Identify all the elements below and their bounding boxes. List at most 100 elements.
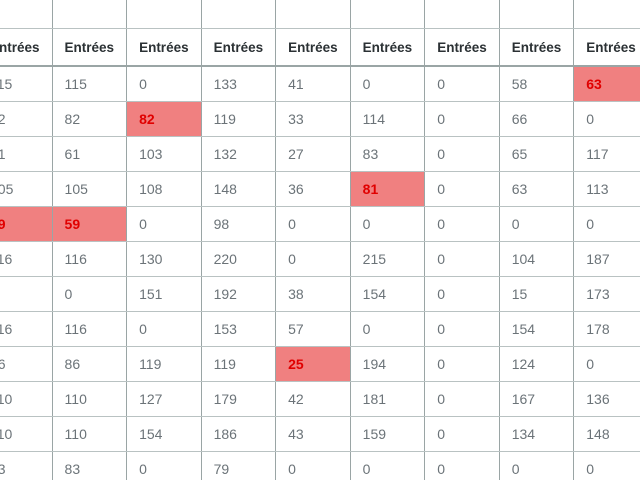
table-cell[interactable]: 114	[350, 101, 426, 137]
table-cell[interactable]: 116	[0, 241, 53, 277]
table-row[interactable]: 105105108148368106311327	[0, 171, 640, 207]
table-cell[interactable]: 192	[201, 276, 277, 312]
column-header-9[interactable]: Entrées	[573, 28, 640, 67]
table-cell[interactable]: 215	[350, 241, 426, 277]
table-cell[interactable]: 159	[350, 416, 426, 452]
table-cell-highlighted[interactable]: 82	[126, 101, 202, 137]
table-cell[interactable]: 0	[499, 206, 575, 242]
table-row[interactable]: 11511501334100586323	[0, 66, 640, 102]
table-cell[interactable]: 0	[424, 136, 500, 172]
table-cell[interactable]: 132	[201, 136, 277, 172]
table-row[interactable]: 5959098000002	[0, 206, 640, 242]
table-cell[interactable]: 154	[499, 311, 575, 347]
table-cell[interactable]: 104	[499, 241, 575, 277]
table-row[interactable]: 8686119119251940124043	[0, 346, 640, 382]
table-cell[interactable]: 58	[499, 66, 575, 102]
table-cell-highlighted[interactable]: 25	[275, 346, 351, 382]
column-header-7[interactable]: Entrées	[424, 28, 500, 67]
table-cell[interactable]: 105	[52, 171, 128, 207]
table-cell[interactable]: 63	[499, 171, 575, 207]
table-cell[interactable]: 0	[424, 451, 500, 480]
table-cell[interactable]: 0	[424, 206, 500, 242]
table-cell[interactable]: 65	[499, 136, 575, 172]
table-cell[interactable]: 0	[424, 346, 500, 382]
table-cell[interactable]: 154	[126, 416, 202, 452]
table-cell[interactable]: 179	[201, 381, 277, 417]
table-cell[interactable]: 0	[573, 451, 640, 480]
table-row[interactable]: 6161103132278306511720	[0, 136, 640, 172]
table-cell[interactable]: 110	[0, 416, 53, 452]
table-cell[interactable]: 0	[424, 416, 500, 452]
table-cell[interactable]: 113	[573, 171, 640, 207]
table-cell[interactable]: 116	[0, 311, 53, 347]
table-cell[interactable]: 98	[201, 206, 277, 242]
column-header-1[interactable]: Entrées	[0, 28, 53, 67]
table-cell[interactable]: 83	[350, 136, 426, 172]
table-row[interactable]: 82828211933114066025	[0, 101, 640, 137]
table-cell[interactable]: 0	[275, 206, 351, 242]
table-cell[interactable]: 119	[201, 346, 277, 382]
table-cell[interactable]: 103	[126, 136, 202, 172]
column-header-6[interactable]: Entrées	[350, 28, 426, 67]
table-cell[interactable]: 41	[275, 66, 351, 102]
table-row[interactable]: 11011015418643159013414829	[0, 416, 640, 452]
table-cell[interactable]: 186	[201, 416, 277, 452]
table-cell[interactable]: 0	[126, 451, 202, 480]
table-cell[interactable]: 0	[424, 66, 500, 102]
table-cell[interactable]: 0	[573, 101, 640, 137]
table-cell[interactable]: 82	[0, 101, 53, 137]
table-cell[interactable]: 116	[52, 311, 128, 347]
table-cell[interactable]: 0	[0, 276, 53, 312]
table-cell[interactable]: 115	[52, 66, 128, 102]
table-cell[interactable]: 0	[350, 206, 426, 242]
table-cell[interactable]: 0	[424, 311, 500, 347]
table-cell[interactable]: 0	[126, 206, 202, 242]
table-cell[interactable]: 154	[350, 276, 426, 312]
table-cell-highlighted[interactable]: 81	[350, 171, 426, 207]
table-cell[interactable]: 38	[275, 276, 351, 312]
table-row[interactable]: 116116130220021501041870	[0, 241, 640, 277]
table-cell[interactable]: 0	[350, 451, 426, 480]
table-cell[interactable]: 148	[201, 171, 277, 207]
table-cell[interactable]: 15	[499, 276, 575, 312]
column-header-4[interactable]: Entrées	[201, 28, 277, 67]
table-cell[interactable]: 0	[424, 171, 500, 207]
table-row[interactable]: 001511923815401517337	[0, 276, 640, 312]
column-header-3[interactable]: Entrées	[126, 28, 202, 67]
table-cell[interactable]: 61	[0, 136, 53, 172]
table-cell[interactable]: 194	[350, 346, 426, 382]
table-cell[interactable]: 0	[499, 451, 575, 480]
table-cell-highlighted[interactable]: 59	[52, 206, 128, 242]
table-cell[interactable]: 105	[0, 171, 53, 207]
table-cell[interactable]: 83	[0, 451, 53, 480]
table-cell[interactable]: 0	[350, 311, 426, 347]
table-cell[interactable]: 0	[424, 101, 500, 137]
table-cell-highlighted[interactable]: 59	[0, 206, 53, 242]
table-cell[interactable]: 0	[573, 206, 640, 242]
table-cell[interactable]: 0	[424, 241, 500, 277]
table-cell[interactable]: 108	[126, 171, 202, 207]
table-cell[interactable]: 82	[52, 101, 128, 137]
table-cell[interactable]: 61	[52, 136, 128, 172]
table-cell[interactable]: 116	[52, 241, 128, 277]
table-cell[interactable]: 115	[0, 66, 53, 102]
table-cell[interactable]: 134	[499, 416, 575, 452]
table-cell[interactable]: 119	[126, 346, 202, 382]
table-cell[interactable]: 151	[126, 276, 202, 312]
table-row[interactable]: 1161160153570015417838	[0, 311, 640, 347]
table-cell[interactable]: 57	[275, 311, 351, 347]
table-cell[interactable]: 86	[52, 346, 128, 382]
table-cell[interactable]: 110	[0, 381, 53, 417]
table-cell[interactable]: 0	[126, 311, 202, 347]
table-row[interactable]: 11011012717942181016713619	[0, 381, 640, 417]
table-cell[interactable]: 86	[0, 346, 53, 382]
table-cell[interactable]: 0	[424, 381, 500, 417]
table-cell-highlighted[interactable]: 63	[573, 66, 640, 102]
table-cell[interactable]: 173	[573, 276, 640, 312]
table-cell[interactable]: 187	[573, 241, 640, 277]
table-cell[interactable]: 0	[350, 66, 426, 102]
table-cell[interactable]: 136	[573, 381, 640, 417]
column-header-8[interactable]: Entrées	[499, 28, 575, 67]
table-cell[interactable]: 124	[499, 346, 575, 382]
table-cell[interactable]: 127	[126, 381, 202, 417]
